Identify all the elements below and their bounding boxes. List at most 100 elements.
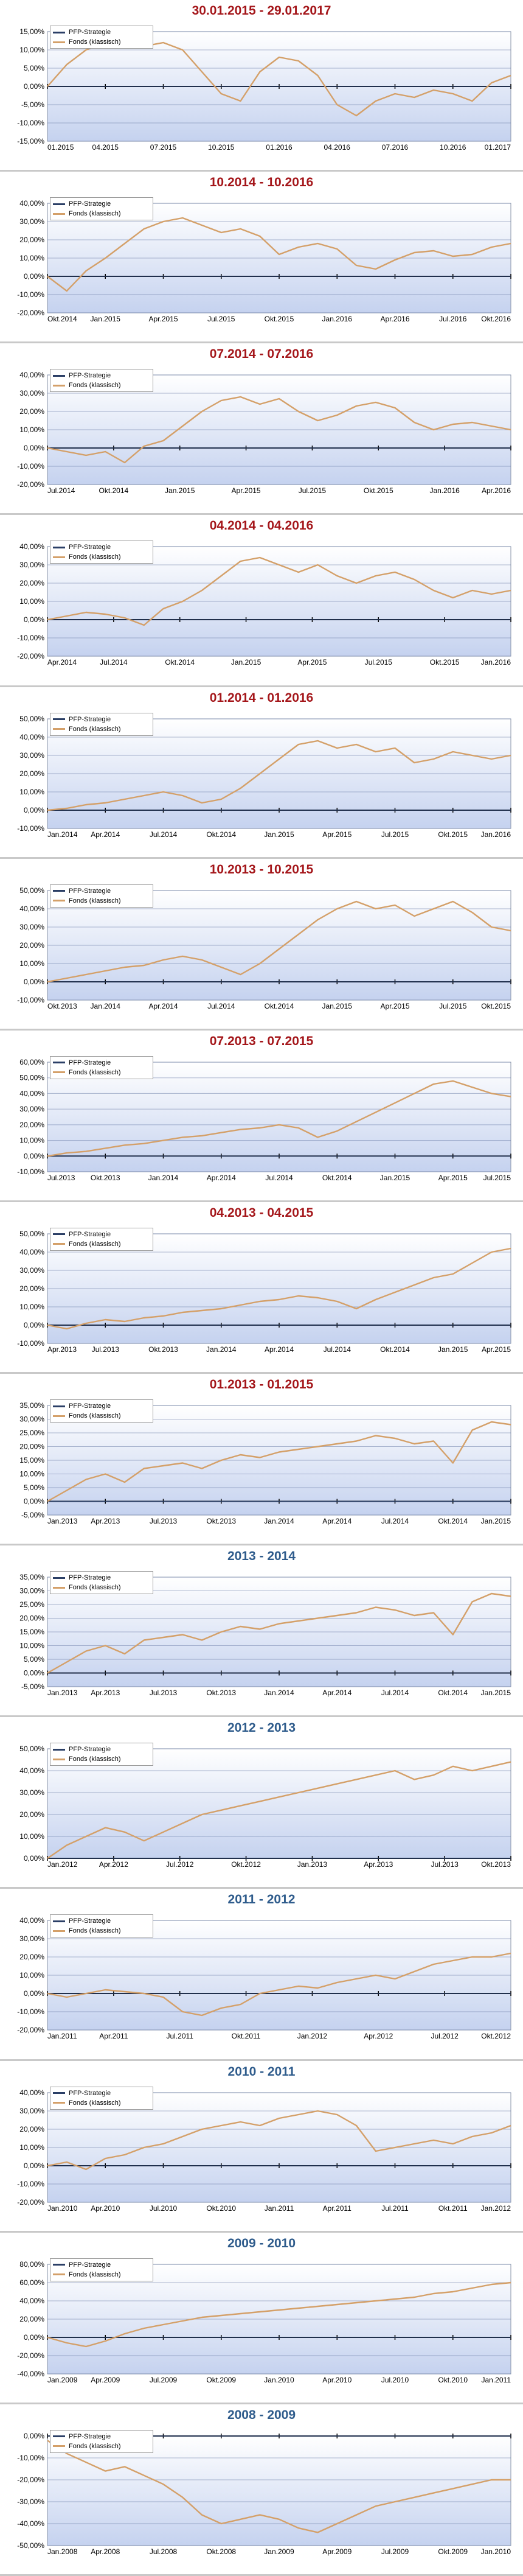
y-tick-label: -40,00% <box>17 2370 44 2378</box>
y-tick-label: 50,00% <box>19 1230 44 1238</box>
x-tick-label: Okt.2013 <box>91 1174 120 1182</box>
line-chart: 50,00% 40,00% 30,00% 20,00% 10,00% 0,00% -10,0… <box>17 886 511 1010</box>
legend-entry: PFP-Strategie <box>53 1745 150 1754</box>
y-tick-label: 0,00% <box>24 2333 44 2342</box>
x-tick-label: Jan.2012 <box>47 1860 78 1869</box>
chart-title: 01.2013 - 01.2015 <box>209 1377 314 1392</box>
x-tick-label: 07.2015 <box>150 143 177 152</box>
y-tick-label: 0,00% <box>24 82 44 91</box>
x-tick-label: Okt.2012 <box>481 2032 511 2040</box>
chart-panel: 07.2013 - 07.2015 60,00% 50,00% 40,00% 30,00… <box>0 1030 523 1202</box>
x-tick-label: Okt.2014 <box>438 1689 468 1697</box>
x-tick-label: Okt.2015 <box>364 486 393 495</box>
legend-label: PFP-Strategie <box>69 372 111 380</box>
x-tick-label: 01.2015 <box>47 143 74 152</box>
legend-entry: PFP-Strategie <box>53 1401 150 1411</box>
x-tick-label: Jan.2013 <box>47 1689 78 1697</box>
series-line-fonds <box>47 1421 511 1502</box>
x-tick-label: Apr.2014 <box>322 1517 352 1525</box>
x-tick-label: Jan.2009 <box>47 2376 78 2384</box>
y-tick-label: 20,00% <box>19 1810 44 1819</box>
legend-entry: PFP-Strategie <box>53 2260 150 2270</box>
legend-swatch <box>53 1071 65 1074</box>
chart-legend: PFP-Strategie Fonds (klassisch) <box>50 2086 153 2110</box>
y-tick-label: -20,00% <box>17 2198 44 2207</box>
y-tick-label: 40,00% <box>19 2297 44 2305</box>
y-tick-label: 30,00% <box>19 561 44 569</box>
x-tick-label: Apr.2015 <box>232 486 261 495</box>
y-tick-label: 60,00% <box>19 1058 44 1066</box>
legend-label: Fonds (klassisch) <box>69 1927 121 1935</box>
x-tick-label: Jul.2010 <box>150 2204 178 2213</box>
x-tick-label: Okt.2014 <box>47 315 77 323</box>
y-tick-label: 40,00% <box>19 2088 44 2097</box>
y-tick-label: 20,00% <box>19 1614 44 1623</box>
y-tick-label: 10,00% <box>19 1832 44 1841</box>
chart-legend: PFP-Strategie Fonds (klassisch) <box>50 1743 153 1766</box>
legend-label: Fonds (klassisch) <box>69 1240 121 1248</box>
legend-label: PFP-Strategie <box>69 200 111 208</box>
x-tick-label: Jan.2016 <box>481 658 511 667</box>
series-line-fonds <box>47 1247 511 1330</box>
y-tick-label: 20,00% <box>19 769 44 778</box>
chart-title: 10.2014 - 10.2016 <box>209 175 314 190</box>
x-tick-label: Apr.2016 <box>482 486 511 495</box>
y-tick-label: -10,00% <box>17 824 44 833</box>
x-tick-label: Apr.2011 <box>323 2204 352 2213</box>
y-tick-label: 15,00% <box>19 27 44 36</box>
y-tick-label: 30,00% <box>19 751 44 760</box>
x-tick-label: Okt.2015 <box>265 315 294 323</box>
x-tick-label: Jan.2015 <box>231 658 262 667</box>
legend-label: Fonds (klassisch) <box>69 2442 121 2450</box>
y-tick-label: -10,00% <box>17 119 44 127</box>
x-tick-label: Jul.2011 <box>381 2204 409 2213</box>
y-tick-label: 15,00% <box>19 1456 44 1465</box>
x-tick-label: 04.2016 <box>324 143 351 152</box>
x-tick-label: Jan.2015 <box>481 1517 511 1525</box>
x-tick-label: Jul.2014 <box>100 658 128 667</box>
y-tick-label: 20,00% <box>19 2315 44 2323</box>
chart-panel: 2008 - 2009 0,00% -10,00% -20,00% -30,00% -40… <box>0 2404 523 2576</box>
x-tick-label: Apr.2013 <box>91 1689 120 1697</box>
chart-legend: PFP-Strategie Fonds (klassisch) <box>50 712 153 736</box>
x-tick-label: Jan.2012 <box>481 2204 511 2213</box>
x-tick-label: Apr.2009 <box>91 2376 120 2384</box>
legend-entry: PFP-Strategie <box>53 1573 150 1583</box>
legend-entry: Fonds (klassisch) <box>53 1068 150 1077</box>
y-tick-label: -20,00% <box>17 2476 44 2484</box>
y-tick-label: 25,00% <box>19 1600 44 1609</box>
x-tick-label: Jul.2013 <box>150 1517 178 1525</box>
chart-panel: 01.2013 - 01.2015 35,00% 30,00% 25,00% 20,00… <box>0 1374 523 1546</box>
legend-swatch <box>53 1930 65 1932</box>
legend-label: Fonds (klassisch) <box>69 553 121 561</box>
x-tick-label: Jul.2015 <box>439 1002 467 1010</box>
x-tick-label: Apr.2014 <box>265 1345 294 1354</box>
y-tick-label: 0,00% <box>24 2161 44 2170</box>
x-tick-label: Okt.2013 <box>481 1860 511 1869</box>
y-tick-label: 5,00% <box>24 1655 44 1664</box>
x-tick-label: Apr.2015 <box>297 658 327 667</box>
y-tick-label: 50,00% <box>19 1074 44 1082</box>
legend-swatch <box>53 384 65 387</box>
y-tick-label: 15,00% <box>19 1628 44 1636</box>
x-tick-label: Jan.2011 <box>482 2376 511 2384</box>
legend-swatch <box>53 728 65 730</box>
x-tick-label: Jan.2010 <box>47 2204 78 2213</box>
x-tick-label: Jul.2014 <box>381 1689 409 1697</box>
y-tick-label: 20,00% <box>19 1953 44 1961</box>
x-tick-label: 07.2016 <box>382 143 409 152</box>
x-tick-label: Jul.2009 <box>150 2376 178 2384</box>
legend-swatch <box>53 546 65 548</box>
chart-legend: PFP-Strategie Fonds (klassisch) <box>50 1914 153 1938</box>
y-tick-label: 30,00% <box>19 2107 44 2115</box>
x-tick-label: Jul.2013 <box>92 1345 120 1354</box>
chart-legend: PFP-Strategie Fonds (klassisch) <box>50 2429 153 2453</box>
x-tick-label: Jul.2014 <box>381 1517 409 1525</box>
y-tick-label: 10,00% <box>19 1470 44 1479</box>
series-line-fonds <box>47 2440 511 2533</box>
x-tick-label: Jan.2014 <box>264 1517 294 1525</box>
legend-swatch <box>53 2092 65 2095</box>
x-tick-label: Apr.2015 <box>482 1345 511 1354</box>
x-tick-label: Jan.2011 <box>47 2032 77 2040</box>
y-tick-label: -10,00% <box>17 2454 44 2462</box>
